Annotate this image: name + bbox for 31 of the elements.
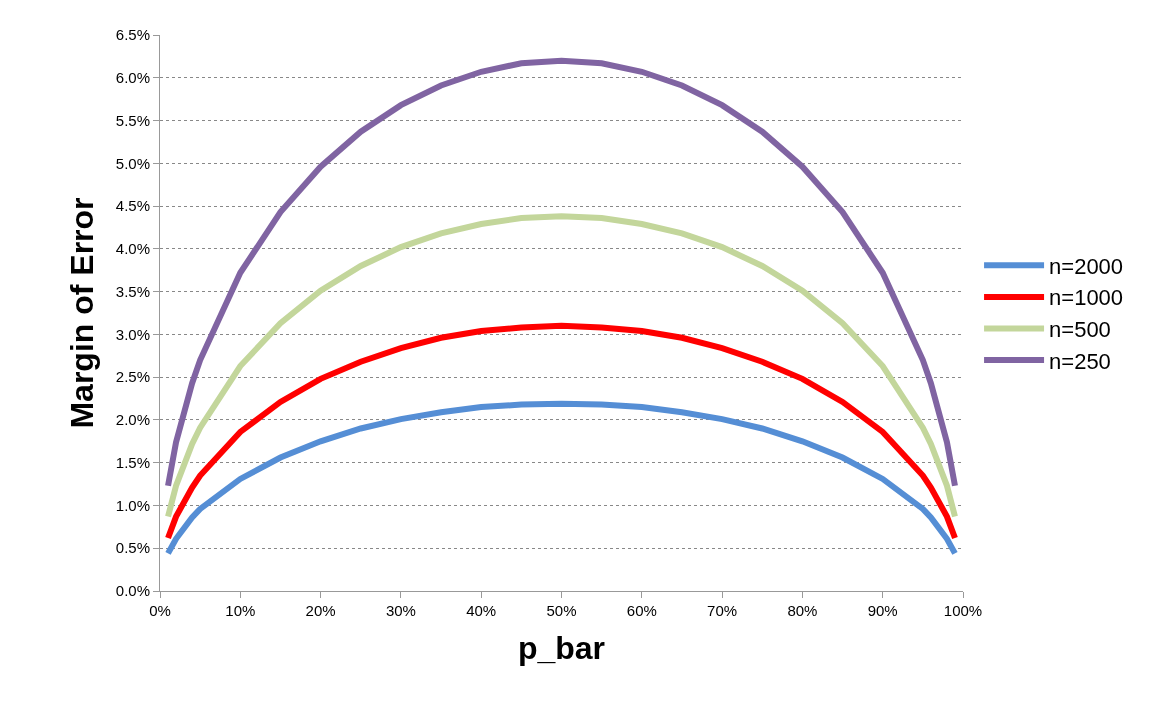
x-tick-label: 80%: [787, 602, 818, 619]
x-tick-label: 100%: [943, 602, 983, 619]
legend-label: n=250: [1049, 348, 1111, 374]
x-tick-label: 70%: [707, 602, 738, 619]
y-tick-label: 0.5%: [115, 539, 150, 557]
legend-label: n=1000: [1049, 285, 1124, 311]
y-axis-title: Margin of Error: [64, 197, 101, 429]
y-tick-label: 6.5%: [115, 26, 150, 44]
y-tick-label: 1.0%: [115, 496, 150, 514]
legend-label: n=2000: [1049, 253, 1124, 279]
y-tick-label: 6.0%: [115, 69, 150, 87]
legend-label: n=500: [1049, 317, 1111, 343]
y-tick-label: 2.0%: [115, 411, 150, 429]
y-tick-label: 4.5%: [115, 197, 150, 215]
y-tick-label: 3.0%: [115, 325, 150, 343]
y-tick-label: 4.0%: [115, 240, 150, 258]
y-tick-label: 3.5%: [115, 282, 150, 300]
x-tick-label: 60%: [626, 602, 657, 619]
y-tick-label: 0.0%: [115, 582, 150, 600]
x-tick-label: 40%: [466, 602, 497, 619]
y-tick-label: 5.0%: [115, 154, 150, 172]
x-tick-label: 50%: [546, 602, 577, 619]
y-tick-label: 1.5%: [115, 453, 150, 471]
x-tick-label: 30%: [385, 602, 416, 619]
x-axis-title: p_bar: [517, 629, 606, 666]
x-tick-label: 10%: [225, 602, 256, 619]
x-tick-label: 20%: [305, 602, 336, 619]
x-tick-label: 0%: [149, 602, 171, 619]
x-tick-label: 90%: [867, 602, 898, 619]
y-tick-label: 5.5%: [115, 111, 150, 129]
y-tick-label: 2.5%: [115, 368, 150, 386]
